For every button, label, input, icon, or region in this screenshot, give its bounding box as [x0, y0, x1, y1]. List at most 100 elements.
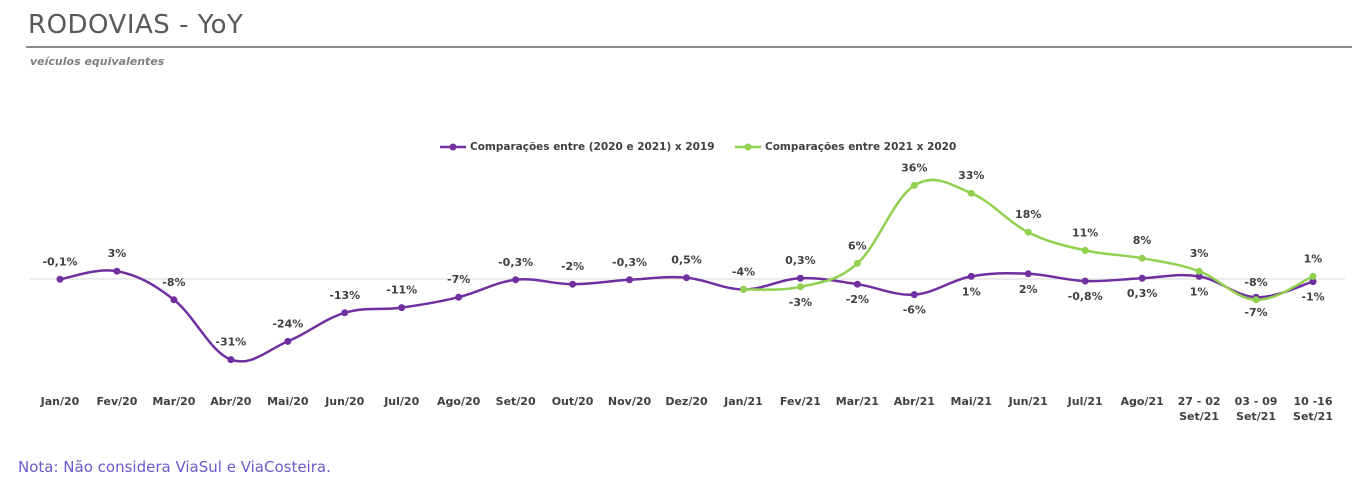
data-point [796, 274, 804, 282]
data-label: 11% [1072, 226, 1098, 239]
data-label: -1% [1301, 291, 1324, 304]
data-point [910, 181, 918, 189]
x-tick-label: Jan/21 [724, 395, 763, 408]
data-label: -13% [329, 289, 360, 302]
x-tick-label: Ago/20 [437, 395, 481, 408]
data-point [1138, 274, 1146, 282]
data-point [1195, 267, 1203, 275]
data-point [626, 276, 634, 284]
data-label: 33% [958, 169, 984, 182]
legend-label: Comparações entre (2020 e 2021) x 2019 [470, 141, 715, 153]
data-label: -31% [215, 336, 246, 349]
x-tick-label: Out/20 [551, 395, 594, 408]
x-tick-label: Fev/21 [779, 395, 821, 408]
data-point [796, 283, 804, 291]
data-point [512, 276, 520, 284]
data-label: 1% [1304, 252, 1323, 265]
legend-marker [449, 143, 457, 151]
legend-marker [744, 143, 752, 151]
x-tick-label: Mar/21 [835, 395, 879, 408]
data-point [170, 296, 178, 304]
data-label: -6% [903, 304, 926, 317]
data-label: 3% [108, 247, 127, 260]
data-point [1309, 278, 1317, 286]
x-tick-label: 03 - 09 Set/21 [1234, 395, 1278, 423]
data-point [853, 259, 861, 267]
data-point [1195, 272, 1203, 280]
data-point [739, 285, 747, 293]
data-label: 0,5% [671, 254, 702, 267]
data-label: -11% [386, 284, 417, 297]
data-point [227, 356, 235, 364]
data-label: -24% [272, 317, 303, 330]
x-tick-label: 27 - 02 Set/21 [1177, 395, 1221, 423]
x-tick-label: Abr/20 [210, 395, 252, 408]
data-label: 8% [1133, 234, 1152, 247]
data-point [455, 293, 463, 301]
data-label: -8% [162, 276, 185, 289]
data-point [284, 337, 292, 345]
title-rule [26, 46, 1352, 48]
data-point [967, 272, 975, 280]
data-label: 1% [962, 285, 981, 298]
data-label: -8% [1244, 276, 1267, 289]
data-label: -0,3% [612, 256, 647, 269]
series-line [743, 178, 1314, 302]
data-label: -7% [447, 273, 470, 286]
data-label: -3% [789, 296, 812, 309]
x-tick-label: Fev/20 [96, 395, 138, 408]
data-label: -0,8% [1068, 290, 1103, 303]
x-tick-label: Abr/21 [893, 395, 935, 408]
data-label: -0,3% [498, 256, 533, 269]
page-title: RODOVIAS - YoY [28, 10, 244, 40]
data-label: -2% [846, 293, 869, 306]
data-label: -4% [732, 265, 755, 278]
x-tick-label: Set/20 [495, 395, 536, 408]
data-point [56, 275, 64, 283]
data-point [910, 291, 918, 299]
data-label: 36% [901, 161, 927, 174]
data-label: -0,1% [42, 255, 77, 268]
data-label: 0,3% [785, 254, 816, 267]
data-point [853, 280, 861, 288]
x-tick-label: Jun/20 [325, 395, 365, 408]
x-tick-label: Jan/20 [40, 395, 80, 408]
data-point [683, 274, 690, 282]
data-point [1081, 277, 1089, 285]
data-point [1252, 296, 1260, 304]
x-tick-label: Jul/21 [1067, 395, 1103, 408]
data-label: 18% [1015, 208, 1041, 221]
data-label: -2% [561, 260, 584, 273]
data-point [113, 267, 121, 275]
data-point [341, 309, 349, 317]
data-label: 2% [1019, 283, 1038, 296]
data-point [1138, 254, 1146, 262]
x-tick-label: Dez/20 [665, 395, 708, 408]
data-label: 3% [1190, 247, 1209, 260]
x-tick-label: Ago/21 [1120, 395, 1164, 408]
data-point [1309, 272, 1317, 280]
x-tick-label: Mar/20 [152, 395, 196, 408]
series-line [59, 269, 1314, 363]
legend-label: Comparações entre 2021 x 2020 [765, 141, 956, 153]
footnote: Nota: Não considera ViaSul e ViaCosteira… [18, 458, 331, 476]
data-label: -7% [1244, 306, 1267, 319]
data-label: 1% [1190, 285, 1209, 298]
data-point [398, 304, 406, 312]
data-label: 6% [848, 239, 867, 252]
data-point [1081, 246, 1089, 254]
x-tick-label: Mai/21 [950, 395, 992, 408]
data-point [569, 280, 577, 288]
data-point [967, 189, 975, 197]
x-tick-label: Mai/20 [267, 395, 309, 408]
data-point [1024, 270, 1032, 278]
data-point [1024, 228, 1032, 236]
data-label: 0,3% [1127, 287, 1158, 300]
x-tick-label: Jun/21 [1008, 395, 1048, 408]
x-tick-label: 10 -16 Set/21 [1293, 395, 1333, 423]
subtitle: veículos equivalentes [30, 55, 165, 68]
x-tick-label: Jul/20 [384, 395, 420, 408]
x-tick-label: Nov/20 [607, 395, 652, 408]
